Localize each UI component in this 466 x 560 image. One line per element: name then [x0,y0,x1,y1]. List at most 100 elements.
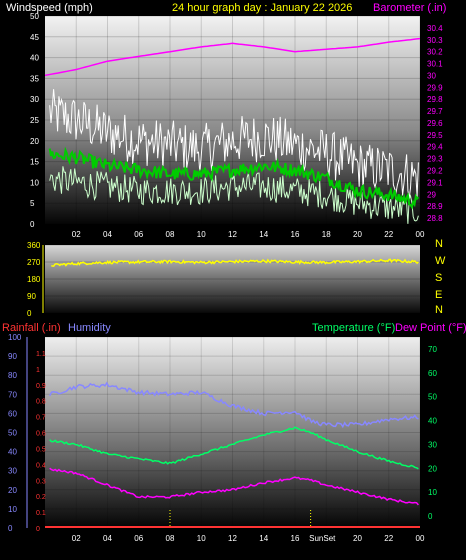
wind-tick-label: 35 [30,74,39,83]
wind-x-tick-label: 20 [353,230,362,239]
wind-x-tick-label: 14 [259,230,268,239]
humidity-tick-label: 10 [8,505,17,514]
temperature-tick-label: 0 [428,512,433,521]
wind-x-tick-label: 16 [291,230,300,239]
barometer-tick-label: 29 [427,190,436,199]
wind-x-tick-label: 18 [322,230,331,239]
humidity-tick-label: 60 [8,409,17,418]
temperature-line [49,426,419,470]
direction-tick-label: 360 [27,241,41,250]
wind-average-line [48,146,420,210]
wind-tick-label: 25 [30,116,39,125]
wind-tick-label: 20 [30,137,39,146]
barometer-tick-label: 29.5 [427,131,443,140]
barometer-tick-label: 30.1 [427,60,443,69]
wind-tick-label: 45 [30,33,39,42]
rainfall-tick-label: 0.6 [36,431,46,438]
barometer-tick-label: 29.1 [427,178,443,187]
wind-tick-label: 50 [30,12,39,21]
barometer-tick-label: 29.9 [427,83,443,92]
humidity-tick-label: 0 [8,524,13,533]
rainfall-tick-label: 0.9 [36,383,46,390]
barometer-tick-label: 28.8 [427,214,443,223]
temperature-panel-ticks: 010203040506070809010000.10.20.30.40.50.… [8,333,437,543]
rainfall-tick-label: 0.2 [36,494,46,501]
temperature-x-tick-label: 02 [72,534,81,543]
temperature-axis-label: Temperature (°F) [312,322,395,334]
compass-label: W [435,255,446,267]
rainfall-tick-label: 0.1 [36,510,46,517]
temperature-panel-series [45,381,420,528]
humidity-tick-label: 30 [8,467,17,476]
wind-panel-series [44,37,421,224]
temperature-x-tick-label: 22 [384,534,393,543]
humidity-tick-label: 80 [8,371,17,380]
wind-tick-label: 10 [30,178,39,187]
wind-axis-label: Windspeed (mph) [6,2,93,14]
wind-x-tick-label: 02 [72,230,81,239]
wind-x-tick-label: 04 [103,230,112,239]
temperature-x-tick-label: 14 [259,534,268,543]
barometer-axis-label: Barometer (.in) [373,2,446,14]
direction-tick-label: 270 [27,258,41,267]
rainfall-tick-label: 0 [36,526,40,533]
temperature-tick-label: 60 [428,369,437,378]
direction-panel-background [45,245,420,313]
humidity-tick-label: 90 [8,352,17,361]
humidity-tick-label: 20 [8,486,17,495]
temperature-x-tick-label: 10 [197,534,206,543]
humidity-tick-label: 100 [8,333,22,342]
barometer-line [44,37,421,77]
barometer-tick-label: 29.8 [427,95,443,104]
rainfall-tick-label: 0.8 [36,399,46,406]
sunset-label: SunSet [309,534,336,543]
barometer-tick-label: 30.3 [427,36,443,45]
wind-tick-label: 5 [30,199,35,208]
barometer-tick-label: 29.3 [427,155,443,164]
direction-tick-label: 0 [27,309,32,318]
direction-tick-label: 90 [27,292,36,301]
wind-tick-label: 15 [30,158,39,167]
wind-x-tick-label: 06 [134,230,143,239]
temperature-tick-label: 30 [428,440,437,449]
rainfall-axis-label: Rainfall (.in) [2,322,61,334]
temperature-x-tick-label: 00 [416,534,425,543]
temperature-panel-background [45,337,420,528]
direction-tick-label: 180 [27,275,41,284]
temperature-x-tick-label: 04 [103,534,112,543]
wind-tick-label: 0 [30,220,35,229]
wind-gust-line [49,89,419,199]
wind-x-tick-label: 10 [197,230,206,239]
compass-label: N [435,304,443,316]
wind-x-tick-label: 22 [384,230,393,239]
temperature-x-tick-label: 20 [353,534,362,543]
humidity-tick-label: 50 [8,429,17,438]
temperature-x-tick-label: 12 [228,534,237,543]
compass-label: N [435,238,443,250]
temperature-tick-label: 40 [428,417,437,426]
barometer-tick-label: 29.4 [427,143,443,152]
rainfall-tick-label: 1.1 [36,351,46,358]
temperature-tick-label: 10 [428,488,437,497]
compass-label: S [435,272,442,284]
barometer-tick-label: 29.7 [427,107,443,116]
temperature-x-tick-label: 06 [134,534,143,543]
temperature-tick-label: 50 [428,393,437,402]
temperature-x-tick-label: 16 [291,534,300,543]
rainfall-tick-label: 0.3 [36,478,46,485]
compass-label: E [435,289,442,301]
barometer-tick-label: 29.6 [427,119,443,128]
rainfall-tick-label: 0.7 [36,415,46,422]
chart-title: 24 hour graph day : January 22 2026 [172,2,352,14]
barometer-tick-label: 29.2 [427,167,443,176]
wind-x-tick-label: 12 [228,230,237,239]
barometer-tick-label: 28.9 [427,202,443,211]
humidity-line [49,381,419,429]
wind-x-tick-label: 08 [166,230,175,239]
humidity-tick-label: 70 [8,390,17,399]
direction-panel-series [51,258,419,267]
wind-tick-label: 40 [30,54,39,63]
